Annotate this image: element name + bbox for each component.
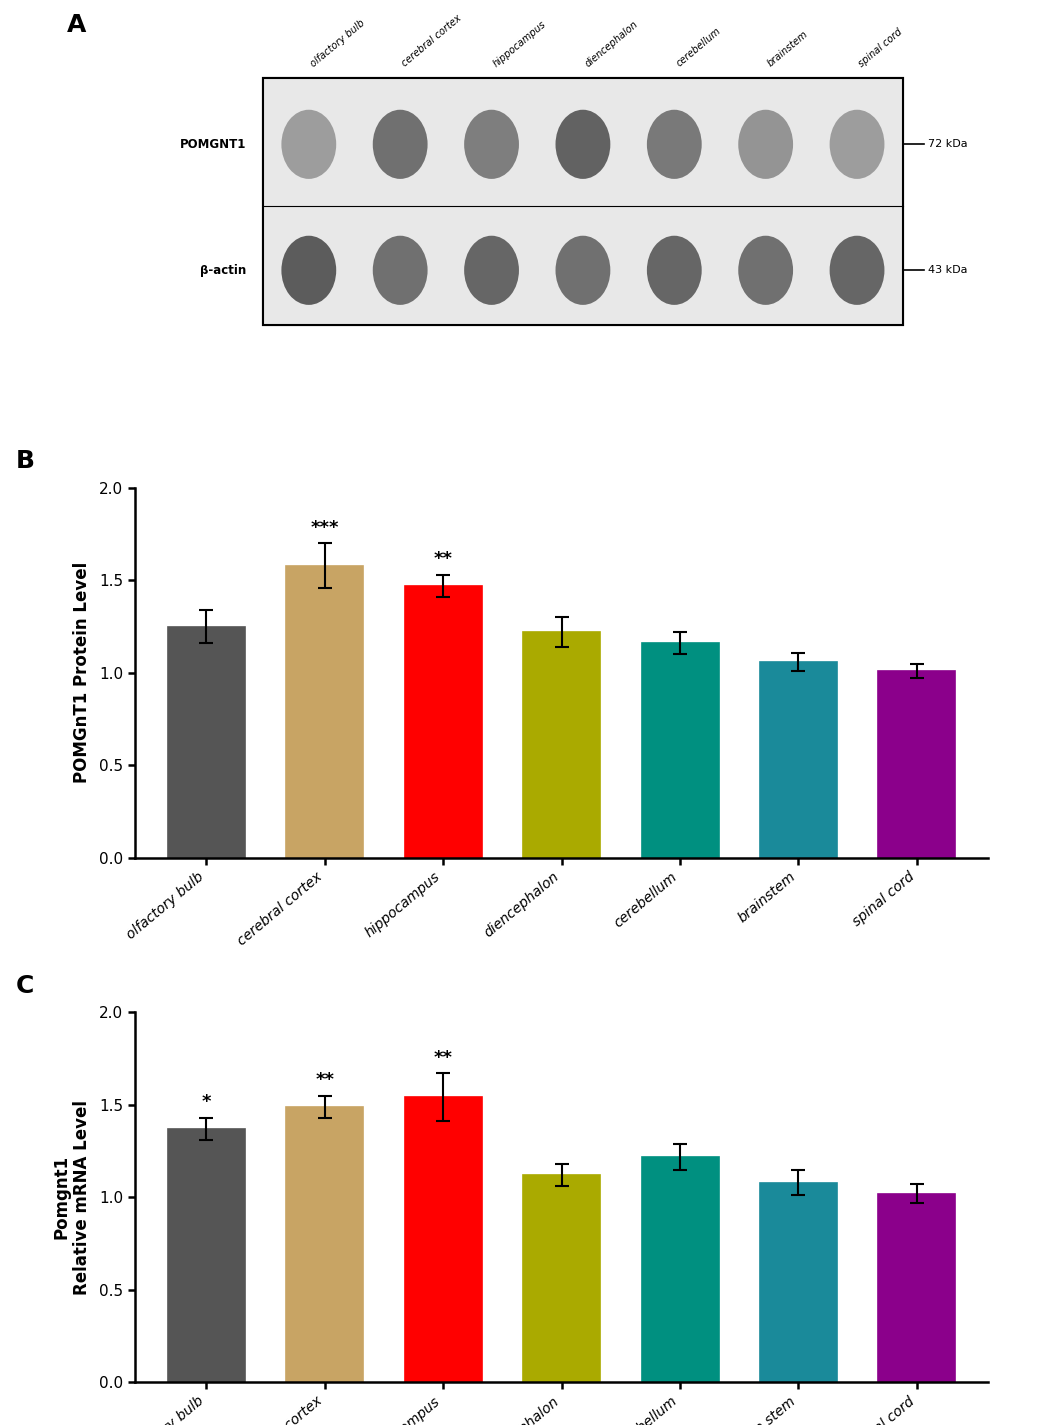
Bar [263, 207, 903, 325]
Ellipse shape [555, 110, 610, 180]
Bar [523, 1176, 600, 1382]
Bar [405, 1097, 482, 1382]
Bar [642, 1157, 719, 1382]
Bar [263, 77, 903, 207]
Text: spinal cord: spinal cord [857, 27, 905, 68]
Text: cerebellum: cerebellum [674, 26, 723, 68]
Bar [286, 1107, 363, 1382]
Bar [167, 1129, 244, 1382]
Text: β-actin: β-actin [200, 264, 246, 276]
Bar [879, 671, 956, 858]
Y-axis label: POMGnT1 Protein Level: POMGnT1 Protein Level [73, 563, 90, 784]
Ellipse shape [372, 235, 427, 305]
Bar [879, 1194, 956, 1382]
Ellipse shape [830, 110, 884, 180]
Bar [167, 627, 244, 858]
Ellipse shape [738, 110, 794, 180]
Bar [760, 1183, 837, 1382]
Bar [286, 566, 363, 858]
Bar [405, 586, 482, 858]
Ellipse shape [647, 110, 702, 180]
Text: 72 kDa: 72 kDa [929, 140, 968, 150]
Ellipse shape [282, 110, 336, 180]
Text: A: A [67, 13, 86, 37]
Text: ***: *** [311, 519, 339, 537]
Text: POMGNT1: POMGNT1 [180, 138, 246, 151]
Ellipse shape [738, 235, 794, 305]
Bar [642, 643, 719, 858]
Ellipse shape [555, 235, 610, 305]
Text: C: C [16, 973, 34, 998]
Bar [760, 661, 837, 858]
Ellipse shape [830, 235, 884, 305]
Text: olfactory bulb: olfactory bulb [309, 17, 367, 68]
Bar [263, 77, 903, 325]
Y-axis label: Pomgnt1
Relative mRNA Level: Pomgnt1 Relative mRNA Level [52, 1100, 90, 1295]
Text: **: ** [315, 1072, 334, 1089]
Bar [263, 77, 903, 325]
Text: B: B [16, 449, 34, 473]
Text: **: ** [434, 550, 452, 569]
Text: hippocampus: hippocampus [492, 19, 548, 68]
Ellipse shape [464, 235, 519, 305]
Ellipse shape [282, 235, 336, 305]
Text: *: * [202, 1093, 211, 1112]
Text: 43 kDa: 43 kDa [929, 265, 968, 275]
Ellipse shape [647, 235, 702, 305]
Text: brainstem: brainstem [765, 30, 810, 68]
Text: cerebral cortex: cerebral cortex [400, 13, 464, 68]
Text: diencephalon: diencephalon [582, 19, 640, 68]
Bar [523, 633, 600, 858]
Ellipse shape [372, 110, 427, 180]
Ellipse shape [464, 110, 519, 180]
Text: **: ** [434, 1049, 452, 1067]
